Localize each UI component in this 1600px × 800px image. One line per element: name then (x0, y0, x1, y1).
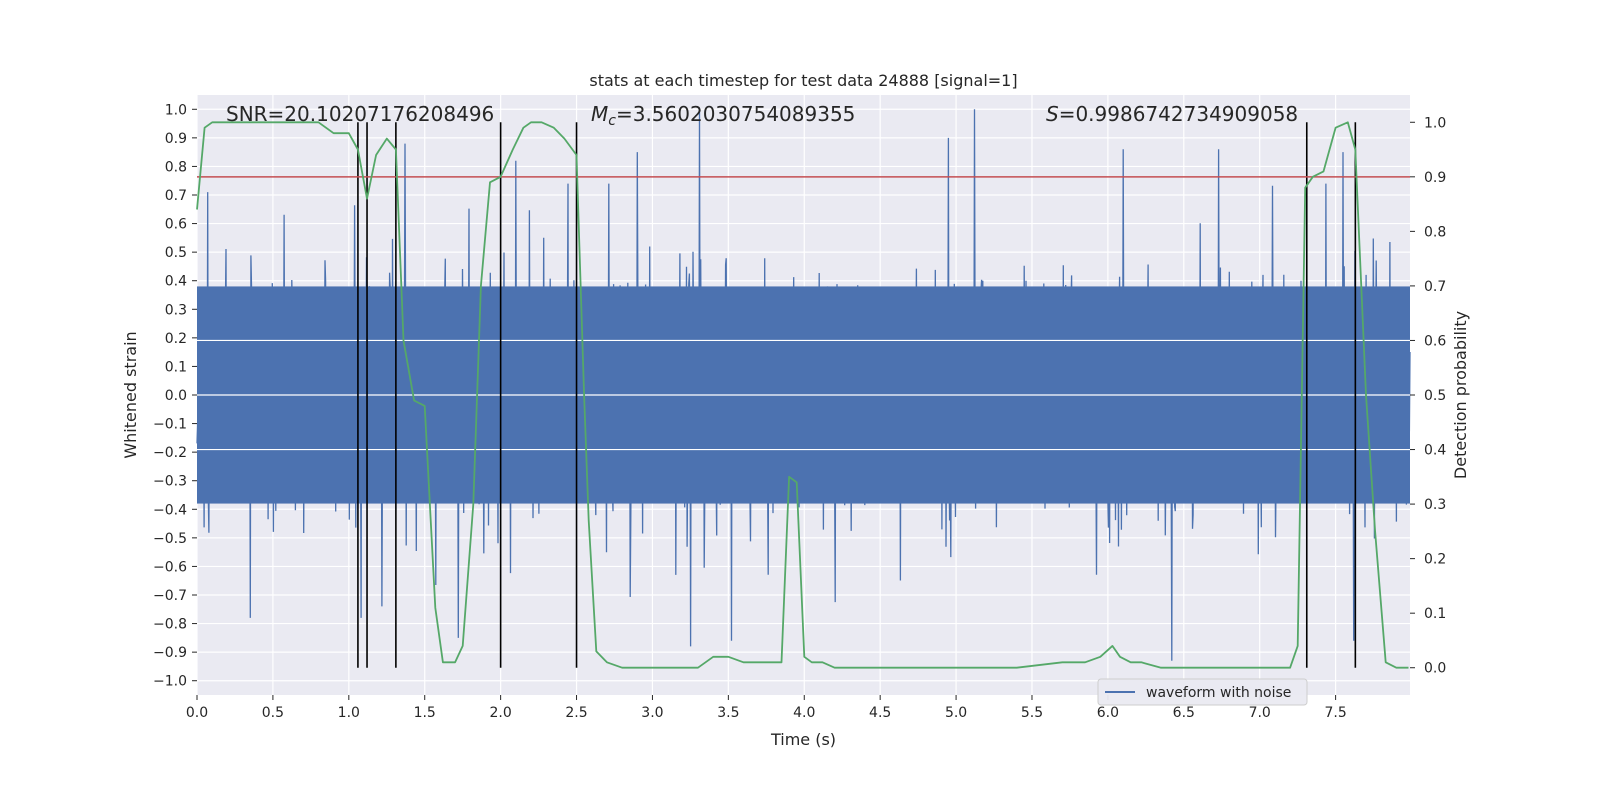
y-tick-label-left: −0.6 (153, 559, 187, 575)
y-axis-label-right: Detection probability (1451, 311, 1470, 479)
chirp-mass-subscript: c (608, 113, 616, 129)
legend-label: waveform with noise (1146, 685, 1291, 701)
y-tick-label-left: 0.5 (165, 245, 187, 261)
y-tick-label-left: 0.4 (165, 274, 187, 290)
y-tick-label-left: 0.1 (165, 359, 187, 375)
y-tick-label-left: −0.5 (153, 531, 187, 547)
x-tick-label: 1.0 (338, 705, 360, 721)
y-tick-label-right: 0.5 (1424, 388, 1446, 404)
y-tick-label-left: 0.2 (165, 331, 187, 347)
spin-symbol: S (1046, 102, 1059, 126)
x-tick-label: 3.0 (641, 705, 663, 721)
y-tick-label-right: 0.7 (1424, 279, 1446, 295)
detection-probability-line (196, 121, 1409, 669)
chart-title: stats at each timestep for test data 248… (589, 71, 1017, 90)
spin-annotation: S=0.9986742734909058 (1046, 102, 1298, 126)
x-tick-label: 7.5 (1324, 705, 1346, 721)
y-tick-label-left: −0.8 (153, 617, 187, 633)
y-tick-label-right: 1.0 (1424, 115, 1446, 131)
y-tick-label-right: 0.6 (1424, 333, 1446, 349)
x-axis-ticks: 0.0 0.5 1.0 1.5 2.0 2.5 3.0 3.5 4.0 4.5 5.0 5.5 6.0 6… (186, 695, 1347, 721)
chirp-mass-annotation: Mc=3.5602030754089355 (591, 102, 855, 129)
x-tick-label: 6.0 (1097, 705, 1119, 721)
y-tick-label-left: −1.0 (153, 674, 187, 690)
vertical-markers (357, 122, 1357, 668)
x-tick-label: 1.5 (414, 705, 436, 721)
x-tick-label: 2.0 (489, 705, 511, 721)
y-tick-label-right: 0.8 (1424, 224, 1446, 240)
x-tick-label: 0.5 (262, 705, 284, 721)
snr-annotation: SNR=20.10207176208496 (226, 102, 494, 126)
x-tick-label: 4.5 (869, 705, 891, 721)
x-tick-label: 7.0 (1249, 705, 1271, 721)
x-tick-label: 4.0 (793, 705, 815, 721)
left-axis-ticks: −1.0 −0.9 −0.8 −0.7 −0.6 −0.5 −0.4 −0.3 −0.2 −0.1… (153, 102, 197, 690)
y-tick-label-left: 1.0 (165, 102, 187, 118)
y-tick-label-right: 0.2 (1424, 552, 1446, 568)
y-tick-label-left: −0.9 (153, 645, 187, 661)
x-tick-label: 5.5 (1021, 705, 1043, 721)
y-tick-label-left: −0.3 (153, 474, 187, 490)
y-tick-label-right: 0.0 (1424, 661, 1446, 677)
x-tick-label: 5.0 (945, 705, 967, 721)
y-tick-label-right: 0.1 (1424, 606, 1446, 622)
x-tick-label: 0.0 (186, 705, 208, 721)
y-tick-label-left: 0.3 (165, 302, 187, 318)
y-tick-label-right: 0.9 (1424, 170, 1446, 186)
y-tick-label-left: −0.7 (153, 588, 187, 604)
y-tick-label-left: 0.7 (165, 188, 187, 204)
legend-box (1097, 678, 1308, 706)
x-tick-label: 3.5 (717, 705, 739, 721)
right-axis-ticks: 0.0 0.1 0.2 0.3 0.4 0.5 0.6 0.7 0.8 0.9 1.0 (1410, 115, 1446, 677)
legend: waveform with noise (1097, 678, 1308, 706)
x-axis-label: Time (s) (770, 730, 836, 749)
y-tick-label-left: 0.6 (165, 217, 187, 233)
y-axis-label-left: Whitened strain (121, 331, 140, 458)
waveform-series (196, 109, 1411, 661)
y-tick-label-right: 0.4 (1424, 443, 1446, 459)
y-tick-label-left: 0.8 (165, 159, 187, 175)
spin-value: =0.9986742734909058 (1059, 102, 1298, 126)
y-tick-label-left: −0.2 (153, 445, 187, 461)
y-tick-label-left: 0.9 (165, 131, 187, 147)
y-tick-label-right: 0.3 (1424, 497, 1446, 513)
x-tick-label: 6.5 (1173, 705, 1195, 721)
x-tick-label: 2.5 (565, 705, 587, 721)
y-tick-label-left: −0.4 (153, 502, 187, 518)
chirp-mass-value: =3.5602030754089355 (616, 102, 855, 126)
chirp-mass-symbol: M (591, 102, 608, 126)
y-tick-label-left: −0.1 (153, 417, 187, 433)
y-tick-label-left: 0.0 (165, 388, 187, 404)
detection-probability-series (196, 121, 1409, 669)
